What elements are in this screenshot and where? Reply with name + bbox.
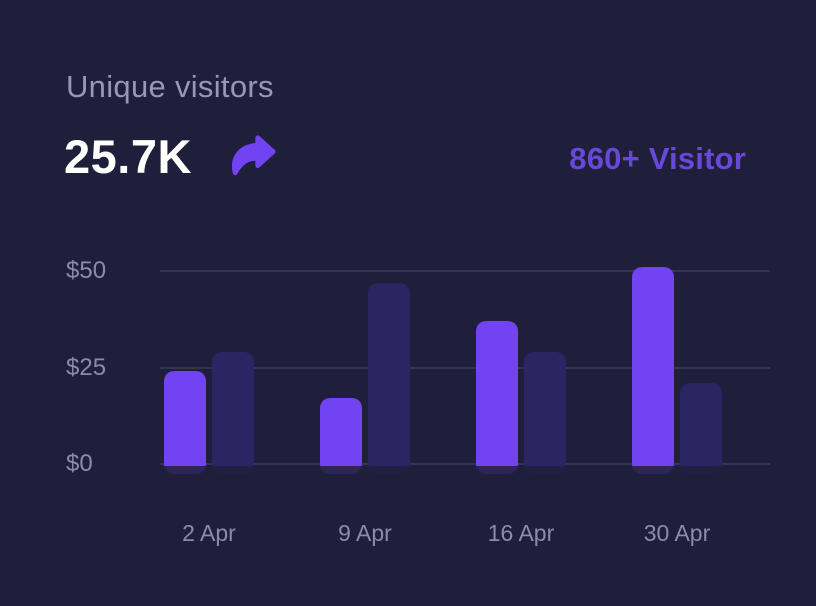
unique-visitors-value: 25.7K bbox=[64, 130, 192, 183]
share-arrow-icon bbox=[228, 133, 276, 179]
bar-30-apr-series-1[interactable] bbox=[632, 267, 674, 474]
bar-9-apr-series-2[interactable] bbox=[368, 282, 410, 474]
gridline-50 bbox=[160, 270, 770, 272]
x-axis-label-2-apr: 2 Apr bbox=[182, 520, 236, 546]
card-title: Unique visitors bbox=[66, 69, 274, 104]
gridline-0 bbox=[160, 463, 770, 465]
baseline-fade bbox=[150, 466, 790, 482]
bar-2-apr-series-2[interactable] bbox=[212, 352, 254, 474]
y-axis-label: $25 bbox=[66, 353, 107, 381]
bar-16-apr-series-1[interactable] bbox=[476, 321, 518, 474]
y-axis-label: $50 bbox=[66, 257, 107, 284]
y-axis-label: $0 bbox=[66, 450, 93, 477]
x-axis-label-16-apr: 16 Apr bbox=[487, 520, 555, 546]
bar-30-apr-series-2[interactable] bbox=[680, 382, 722, 474]
visitors-link[interactable]: 860+ Visitor bbox=[569, 141, 746, 176]
bar-2-apr-series-1[interactable] bbox=[164, 371, 206, 474]
bar-16-apr-series-2[interactable] bbox=[524, 352, 566, 474]
bar-9-apr-series-1[interactable] bbox=[320, 398, 362, 474]
gridline-25 bbox=[160, 366, 770, 369]
x-axis-label-9-apr: 9 Apr bbox=[338, 520, 392, 546]
x-axis-label-30-apr: 30 Apr bbox=[643, 520, 711, 546]
